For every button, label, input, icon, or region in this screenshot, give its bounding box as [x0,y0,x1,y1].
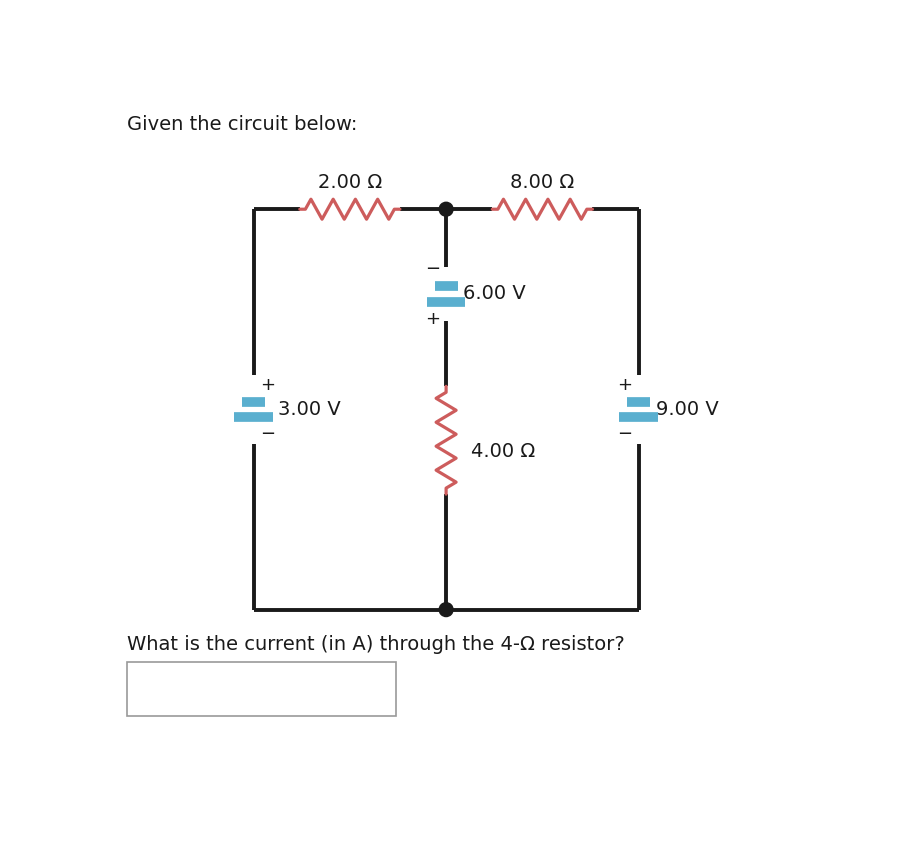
Circle shape [439,602,453,617]
Text: −: − [425,260,440,278]
Text: 3.00 V: 3.00 V [278,400,341,419]
Text: What is the current (in A) through the 4-Ω resistor?: What is the current (in A) through the 4… [126,635,624,654]
Text: 4.00 Ω: 4.00 Ω [471,442,535,462]
Text: −: − [260,425,275,443]
Text: Given the circuit below:: Given the circuit below: [126,115,357,135]
Bar [126,662,396,716]
Text: 9.00 V: 9.00 V [656,400,718,419]
Text: +: + [425,310,440,328]
Text: +: + [617,376,632,394]
Text: −: − [617,425,632,443]
Text: 6.00 V: 6.00 V [463,284,526,304]
Text: 2.00 Ω: 2.00 Ω [318,173,382,192]
Circle shape [439,202,453,216]
Text: +: + [260,376,275,394]
Text: 8.00 Ω: 8.00 Ω [511,173,575,192]
